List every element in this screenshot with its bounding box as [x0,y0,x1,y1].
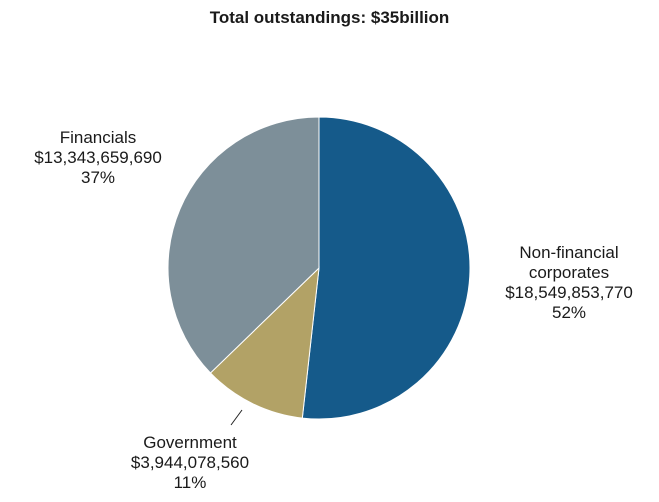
government-leader-line [230,409,243,426]
slice-label-financials: Financials $13,343,659,690 37% [34,128,162,187]
pie-slice-financials [167,116,320,374]
slice-label-non-financial-corporates: Non-financial corporates $18,549,853,770 52… [505,243,633,322]
slice-label-government: Government $3,944,078,560 11% [131,433,249,492]
chart-title: Total outstandings: $35billion [209,8,450,27]
pie-slice-non-financial-corporates [301,116,471,420]
pie-slice-government [209,266,320,419]
